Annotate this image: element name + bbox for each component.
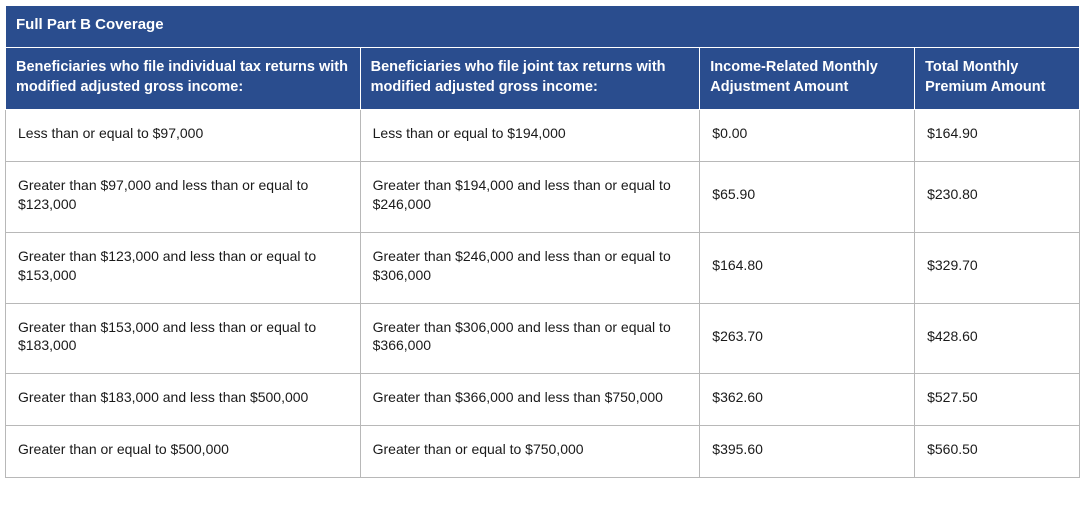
table-row: Greater than or equal to $500,000 Greate…: [6, 426, 1080, 478]
table-row: Greater than $97,000 and less than or eq…: [6, 162, 1080, 233]
table-row: Less than or equal to $97,000 Less than …: [6, 110, 1080, 162]
cell-irmaa: $362.60: [700, 374, 915, 426]
cell-joint: Greater than $246,000 and less than or e…: [360, 232, 700, 303]
cell-irmaa: $164.80: [700, 232, 915, 303]
cell-total: $329.70: [915, 232, 1080, 303]
cell-joint: Greater than $194,000 and less than or e…: [360, 162, 700, 233]
cell-irmaa: $65.90: [700, 162, 915, 233]
cell-total: $164.90: [915, 110, 1080, 162]
table-title-row: Full Part B Coverage: [6, 6, 1080, 48]
column-header-irmaa: Income-Related Monthly Adjustment Amount: [700, 48, 915, 110]
cell-joint: Greater than $306,000 and less than or e…: [360, 303, 700, 374]
table-row: Greater than $183,000 and less than $500…: [6, 374, 1080, 426]
table-body: Less than or equal to $97,000 Less than …: [6, 110, 1080, 478]
coverage-table: Full Part B Coverage Beneficiaries who f…: [5, 5, 1080, 478]
column-header-individual: Beneficiaries who file individual tax re…: [6, 48, 361, 110]
column-header-total: Total Monthly Premium Amount: [915, 48, 1080, 110]
cell-irmaa: $395.60: [700, 426, 915, 478]
cell-irmaa: $0.00: [700, 110, 915, 162]
cell-individual: Less than or equal to $97,000: [6, 110, 361, 162]
cell-joint: Greater than or equal to $750,000: [360, 426, 700, 478]
cell-individual: Greater than $97,000 and less than or eq…: [6, 162, 361, 233]
cell-joint: Less than or equal to $194,000: [360, 110, 700, 162]
table-header-row: Beneficiaries who file individual tax re…: [6, 48, 1080, 110]
table-row: Greater than $123,000 and less than or e…: [6, 232, 1080, 303]
table-title: Full Part B Coverage: [6, 6, 1080, 48]
cell-individual: Greater than or equal to $500,000: [6, 426, 361, 478]
column-header-joint: Beneficiaries who file joint tax returns…: [360, 48, 700, 110]
cell-irmaa: $263.70: [700, 303, 915, 374]
cell-individual: Greater than $123,000 and less than or e…: [6, 232, 361, 303]
table-row: Greater than $153,000 and less than or e…: [6, 303, 1080, 374]
cell-total: $230.80: [915, 162, 1080, 233]
cell-individual: Greater than $183,000 and less than $500…: [6, 374, 361, 426]
cell-total: $560.50: [915, 426, 1080, 478]
cell-total: $527.50: [915, 374, 1080, 426]
cell-total: $428.60: [915, 303, 1080, 374]
cell-individual: Greater than $153,000 and less than or e…: [6, 303, 361, 374]
cell-joint: Greater than $366,000 and less than $750…: [360, 374, 700, 426]
